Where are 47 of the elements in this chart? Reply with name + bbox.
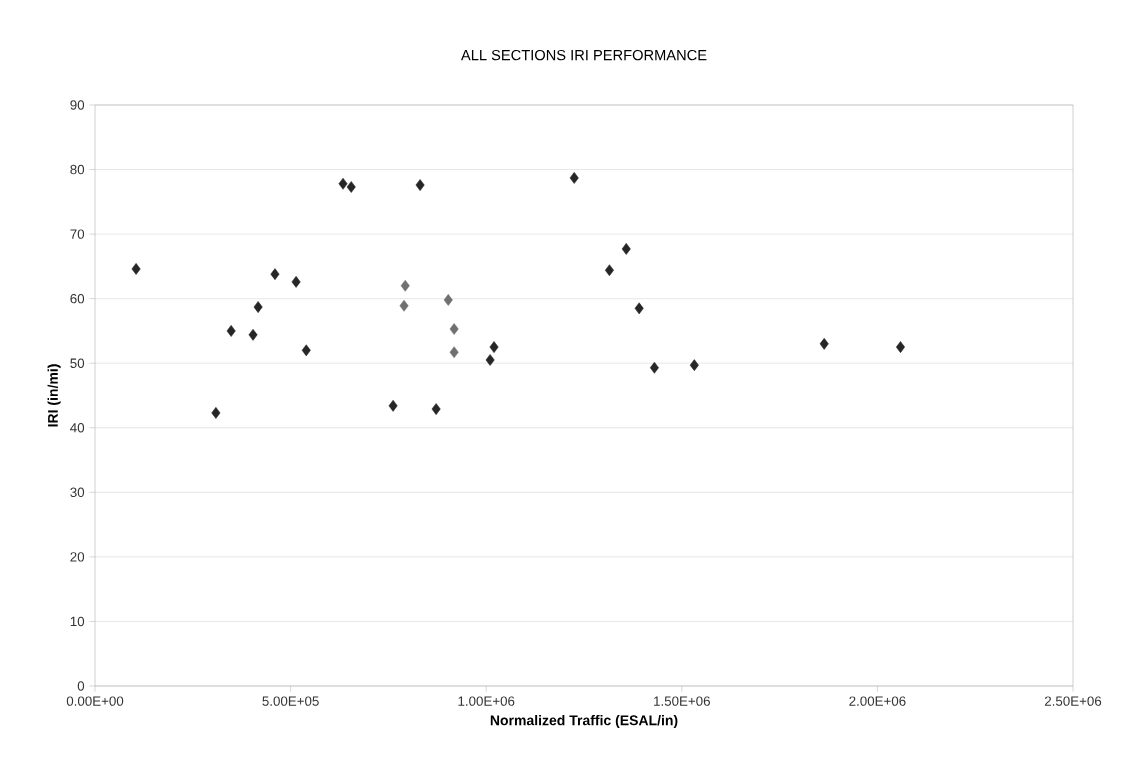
point: [291, 276, 301, 288]
y-tick-label: 90: [70, 100, 85, 110]
y-tick-label: 20: [70, 552, 85, 562]
chart-title: ALL SECTIONS IRI PERFORMANCE: [460, 49, 707, 61]
x-tick-label: 2.00E+06: [849, 696, 906, 706]
point: [301, 344, 311, 357]
y-axis-title: IRI (in/mi): [47, 364, 61, 427]
point: [689, 359, 699, 372]
point: [634, 302, 644, 315]
point: [226, 325, 236, 337]
point: [431, 403, 441, 415]
x-tick-label: 1.00E+06: [458, 696, 515, 706]
point: [388, 399, 398, 412]
point: [649, 361, 659, 374]
x-tick-label: 0.00E+00: [66, 696, 124, 706]
point: [400, 279, 410, 292]
point: [399, 299, 409, 312]
y-tick-label: 40: [70, 423, 85, 433]
point: [604, 264, 614, 277]
point: [489, 341, 499, 353]
point: [248, 328, 258, 341]
point: [131, 263, 141, 275]
point: [338, 177, 348, 190]
point: [896, 341, 905, 353]
point: [415, 179, 425, 191]
x-tick-label: 2.50E+06: [1044, 696, 1102, 706]
point: [443, 294, 453, 306]
point: [449, 346, 459, 359]
point: [346, 181, 356, 193]
point: [819, 337, 829, 350]
point: [253, 301, 263, 313]
x-tick-label: 1.50E+06: [654, 696, 710, 706]
y-tick-label: 10: [70, 616, 85, 627]
x-axis-title: Normalized Traffic (ESAL/in): [490, 714, 678, 729]
point: [449, 323, 459, 335]
x-tick-label: 5.00E+05: [262, 696, 319, 706]
point: [211, 407, 221, 419]
point: [569, 172, 579, 184]
y-tick-label: 80: [70, 164, 85, 175]
y-tick-label: 60: [70, 293, 85, 304]
y-tick-label: 50: [70, 358, 85, 368]
y-tick-label: 70: [70, 229, 85, 239]
point: [270, 268, 280, 280]
y-tick-label: 30: [70, 487, 85, 498]
y-tick-label: 0: [77, 681, 85, 691]
point: [485, 354, 495, 366]
point: [621, 243, 631, 255]
